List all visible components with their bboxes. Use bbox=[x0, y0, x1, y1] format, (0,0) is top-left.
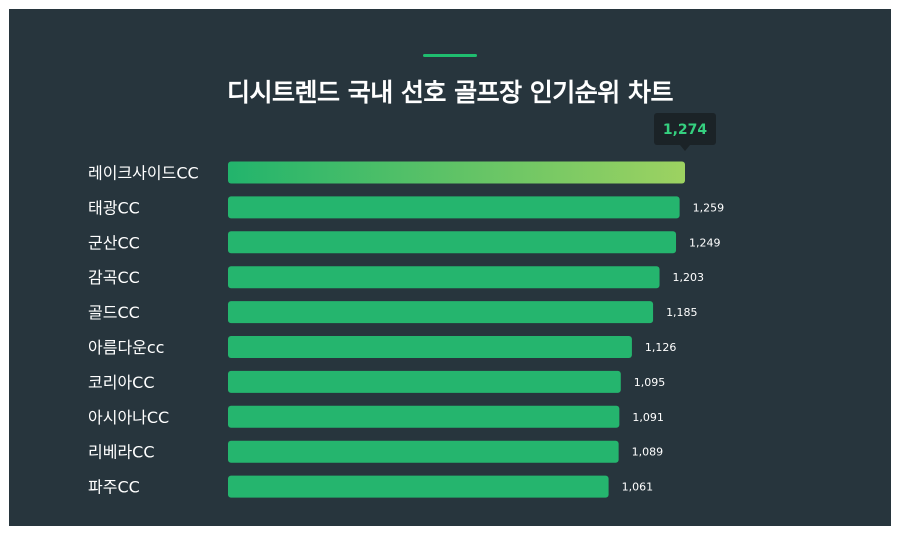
bar bbox=[228, 440, 619, 463]
category-label: 코리아CC bbox=[88, 373, 155, 392]
title-accent-line bbox=[423, 54, 477, 57]
category-label: 레이크사이드CC bbox=[88, 164, 199, 183]
category-label: 아시아나CC bbox=[88, 408, 169, 427]
category-label: 파주CC bbox=[88, 478, 140, 497]
top-value-tooltip bbox=[654, 113, 716, 145]
bar bbox=[228, 370, 621, 393]
chart-title: 디시트렌드 국내 선호 골프장 인기순위 차트 bbox=[226, 78, 674, 107]
bar bbox=[228, 301, 654, 324]
value-label: 1,091 bbox=[632, 411, 664, 424]
value-label: 1,095 bbox=[634, 376, 666, 389]
value-label: 1,126 bbox=[645, 341, 677, 354]
bar bbox=[228, 405, 620, 428]
category-label: 태광CC bbox=[88, 198, 140, 217]
bar bbox=[228, 196, 680, 219]
tooltip-pointer bbox=[680, 145, 690, 151]
category-label: 리베라CC bbox=[88, 443, 155, 462]
bar bbox=[228, 231, 677, 254]
value-label: 1,249 bbox=[689, 236, 721, 249]
category-label: 군산CC bbox=[88, 233, 140, 252]
bar bbox=[228, 266, 660, 289]
value-label: 1,089 bbox=[632, 446, 664, 459]
value-label: 1,203 bbox=[673, 271, 705, 284]
value-label: 1,185 bbox=[666, 306, 698, 319]
value-label: 1,259 bbox=[693, 201, 725, 214]
value-label: 1,274 bbox=[663, 122, 708, 138]
bar bbox=[228, 475, 609, 498]
category-label: 골드CC bbox=[88, 303, 140, 322]
category-label: 감곡CC bbox=[88, 268, 140, 287]
category-label: 아름다운cc bbox=[88, 338, 164, 357]
bar bbox=[228, 336, 632, 358]
value-label: 1,061 bbox=[622, 481, 654, 494]
bar bbox=[228, 161, 685, 184]
